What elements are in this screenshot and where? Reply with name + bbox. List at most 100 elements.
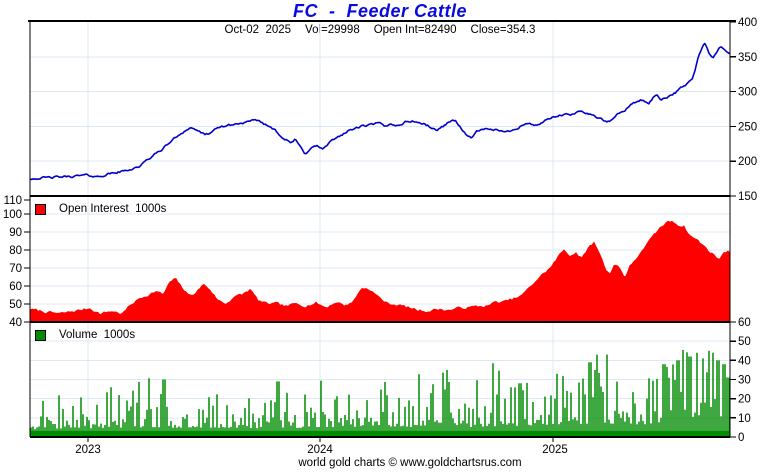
volume-bar	[698, 415, 700, 437]
volume-bar	[590, 362, 592, 438]
volume-bar	[446, 369, 448, 437]
volume-bar	[204, 422, 206, 437]
open-interest-area	[29, 220, 731, 323]
volume-bar	[586, 423, 588, 437]
volume-bar	[476, 380, 478, 437]
volume-bar	[310, 407, 312, 437]
volume-bar	[556, 373, 558, 438]
volume-bar	[676, 360, 678, 437]
volume-bar	[666, 367, 668, 437]
volume-bar	[396, 423, 398, 437]
volume-bar	[520, 383, 522, 437]
volume-bar	[42, 400, 44, 437]
volume-bar	[352, 419, 354, 437]
volume-swatch-icon	[35, 329, 46, 341]
volume-bar	[622, 411, 624, 437]
volume-bar	[600, 386, 602, 437]
volume-bar	[568, 420, 570, 437]
price-ytick-label-350: 350	[738, 52, 757, 64]
volume-bar	[610, 423, 612, 437]
volume-bar	[678, 360, 680, 437]
volume-bar	[86, 416, 88, 437]
volume-bar	[62, 408, 64, 437]
volume-bar	[104, 424, 106, 437]
volume-bar	[660, 417, 662, 437]
volume-bar	[96, 404, 98, 437]
volume-bar	[480, 423, 482, 437]
volume-bar	[658, 422, 660, 437]
volume-bar	[186, 414, 188, 437]
volume-bar	[564, 407, 566, 437]
volume-bar	[462, 420, 464, 437]
volume-bar	[694, 412, 696, 437]
volume-bar	[692, 416, 694, 437]
volume-bar	[40, 416, 42, 437]
volume-bar	[488, 423, 490, 437]
volume-bar	[510, 387, 512, 437]
volume-bar	[178, 426, 180, 437]
volume-bar	[126, 400, 128, 437]
volume-bar	[70, 427, 72, 437]
volume-ytick-label-60: 60	[738, 317, 751, 329]
volume-bar	[534, 423, 536, 437]
chart-subtitle: Oct-02 2025 Vol=29998 Open Int=82490 Clo…	[0, 24, 760, 36]
volume-bar	[630, 423, 632, 437]
volume-bar	[106, 392, 108, 437]
volume-bar	[680, 391, 682, 437]
volume-bar	[48, 420, 50, 437]
volume-bar	[108, 426, 110, 437]
volume-bar	[262, 415, 264, 437]
volume-ytick-label-30: 30	[738, 375, 751, 387]
volume-bar	[418, 374, 420, 437]
volume-bar	[458, 408, 460, 437]
x-axis-year-labels: 2023 2024 2025	[0, 444, 760, 458]
volume-bar	[342, 425, 344, 437]
oi-ytick-label-50: 50	[9, 299, 22, 311]
volume-bar	[726, 377, 728, 437]
volume-bar	[280, 420, 282, 437]
volume-bar	[136, 402, 138, 437]
volume-bar	[166, 406, 168, 437]
volume-bar	[618, 413, 620, 437]
volume-bar	[144, 419, 146, 437]
volume-bar	[238, 425, 240, 437]
volume-bar	[232, 414, 234, 437]
subtitle-close: Close=354.3	[470, 24, 536, 36]
volume-bar	[146, 409, 148, 437]
volume-bar	[538, 419, 540, 437]
price-line	[29, 42, 731, 181]
oi-ytick-label-90: 90	[9, 227, 22, 239]
volume-bar	[416, 425, 418, 437]
volume-bar	[550, 395, 552, 437]
volume-bar	[164, 379, 166, 437]
volume-bar	[226, 405, 228, 437]
volume-bar	[684, 409, 686, 437]
volume-bar	[718, 360, 720, 437]
volume-bar	[656, 378, 658, 437]
volume-bar	[414, 424, 416, 437]
volume-bar	[150, 409, 152, 437]
volume-bar	[524, 419, 526, 437]
volume-bar	[176, 427, 178, 437]
volume-bar	[604, 422, 606, 437]
x-tick-label-2023: 2023	[75, 444, 101, 456]
volume-bar	[38, 426, 40, 437]
volume-bar	[448, 382, 450, 437]
volume-bar	[138, 381, 140, 437]
volume-bar	[220, 424, 222, 437]
volume-bar	[308, 426, 310, 437]
volume-bar	[544, 396, 546, 437]
volume-bar	[58, 395, 60, 437]
volume-bar	[272, 417, 274, 437]
volume-bar	[54, 424, 56, 437]
volume-bar	[52, 424, 54, 437]
volume-bar	[572, 419, 574, 437]
volume-bar	[454, 423, 456, 437]
volume-bar	[650, 423, 652, 437]
volume-bar	[292, 422, 294, 437]
volume-bar	[654, 411, 656, 437]
volume-bar	[290, 425, 292, 437]
oi-ytick-label-100: 100	[3, 209, 22, 221]
volume-bar	[218, 427, 220, 437]
